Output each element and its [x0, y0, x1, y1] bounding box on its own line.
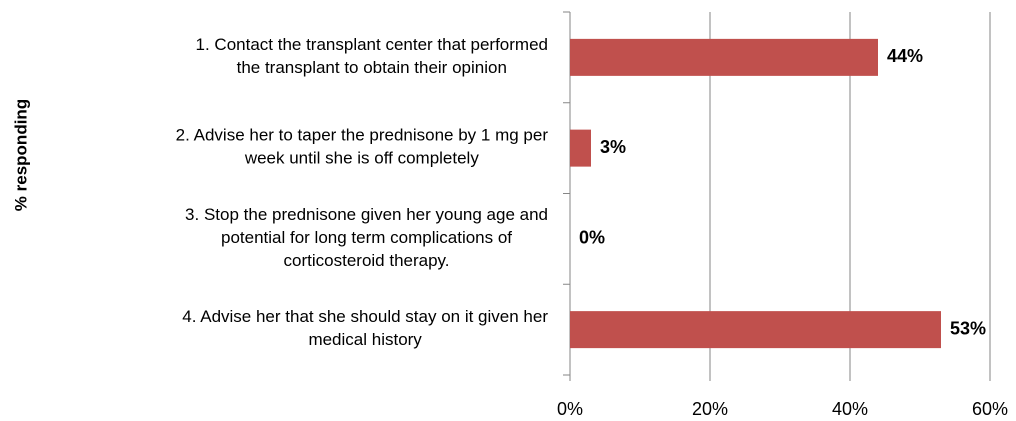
category-label-line: corticosteroid therapy. — [284, 251, 450, 270]
category-label: 3. Stop the prednisone given her young a… — [185, 205, 548, 270]
x-tick-label: 0% — [557, 399, 583, 419]
value-label: 53% — [950, 318, 986, 338]
category-label-line: week until she is off completely — [244, 149, 480, 168]
category-label-line: medical history — [308, 331, 422, 350]
category-label-line: 2. Advise her to taper the prednisone by… — [176, 126, 549, 145]
category-label-line: 3. Stop the prednisone given her young a… — [185, 205, 548, 224]
category-label: 4. Advise her that she should stay on it… — [182, 308, 548, 350]
bar — [570, 129, 591, 167]
value-label: 3% — [600, 137, 626, 157]
category-label-line: 1. Contact the transplant center that pe… — [196, 35, 548, 54]
x-tick-label: 40% — [832, 399, 868, 419]
x-tick-label: 60% — [972, 399, 1008, 419]
category-label-line: potential for long term complications of — [221, 228, 512, 247]
bar — [570, 311, 941, 349]
y-axis-label: % responding — [11, 99, 30, 211]
category-label: 1. Contact the transplant center that pe… — [196, 35, 548, 77]
value-label: 44% — [887, 46, 923, 66]
category-label-line: the transplant to obtain their opinion — [237, 58, 507, 77]
category-label-line: 4. Advise her that she should stay on it… — [182, 308, 548, 327]
category-label: 2. Advise her to taper the prednisone by… — [176, 126, 549, 168]
bar — [570, 38, 878, 76]
value-label: 0% — [579, 228, 605, 248]
x-tick-label: 20% — [692, 399, 728, 419]
